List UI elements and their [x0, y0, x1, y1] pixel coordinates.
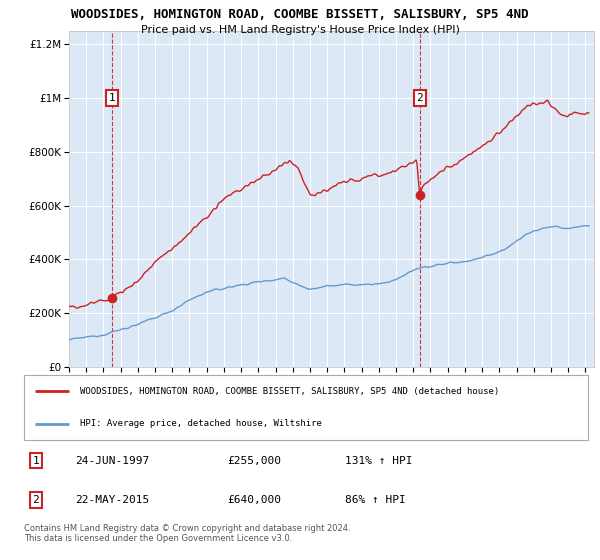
Text: WOODSIDES, HOMINGTON ROAD, COOMBE BISSETT, SALISBURY, SP5 4ND (detached house): WOODSIDES, HOMINGTON ROAD, COOMBE BISSET… [80, 387, 500, 396]
Text: HPI: Average price, detached house, Wiltshire: HPI: Average price, detached house, Wilt… [80, 419, 322, 428]
Text: Contains HM Land Registry data © Crown copyright and database right 2024.
This d: Contains HM Land Registry data © Crown c… [24, 524, 350, 543]
Text: 1: 1 [109, 93, 115, 103]
Text: 131% ↑ HPI: 131% ↑ HPI [346, 456, 413, 465]
Text: Price paid vs. HM Land Registry's House Price Index (HPI): Price paid vs. HM Land Registry's House … [140, 25, 460, 35]
Text: 24-JUN-1997: 24-JUN-1997 [75, 456, 149, 465]
Text: 22-MAY-2015: 22-MAY-2015 [75, 495, 149, 505]
Text: 2: 2 [416, 93, 423, 103]
FancyBboxPatch shape [24, 375, 588, 440]
Text: 1: 1 [32, 456, 39, 465]
Text: 2: 2 [32, 495, 39, 505]
Text: £640,000: £640,000 [227, 495, 281, 505]
Text: WOODSIDES, HOMINGTON ROAD, COOMBE BISSETT, SALISBURY, SP5 4ND: WOODSIDES, HOMINGTON ROAD, COOMBE BISSET… [71, 8, 529, 21]
Text: £255,000: £255,000 [227, 456, 281, 465]
Text: 86% ↑ HPI: 86% ↑ HPI [346, 495, 406, 505]
